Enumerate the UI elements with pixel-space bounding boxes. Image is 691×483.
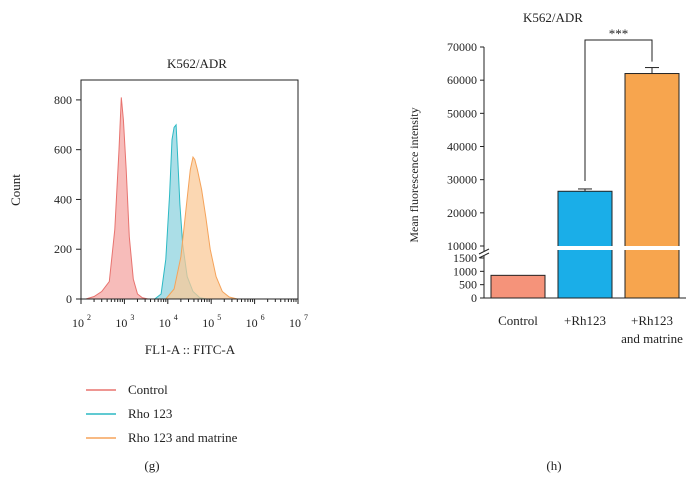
bar-y-tick-label: 60000 — [447, 73, 477, 87]
histogram-x-tick-label: 10 — [72, 316, 84, 330]
histogram-y-tick-label: 400 — [54, 192, 72, 206]
bar-series — [490, 67, 680, 299]
panel-label-h: (h) — [546, 458, 561, 473]
histogram-series-3 — [164, 155, 238, 300]
histogram-plot-frame — [80, 79, 299, 300]
histogram-x-ticks: 10 2 10 3 10 4 10 5 10 6 10 7 — [72, 299, 308, 330]
bar-y-tick-label: 70000 — [447, 40, 477, 54]
histogram-curves — [85, 97, 238, 300]
bar-y-ticks: 1000020000300004000050000600007000005001… — [447, 40, 484, 305]
significance-bracket: *** — [584, 26, 653, 181]
bar-chart-title: K562/ADR — [523, 10, 583, 25]
bar-y-tick-label: 1500 — [453, 251, 477, 265]
bar-y-tick-label: 30000 — [447, 173, 477, 187]
histogram-series-1 — [85, 97, 155, 300]
axis-break-mark-2 — [478, 252, 490, 259]
bar-x-labels: Control +Rh123 +Rh123 and matrine — [498, 313, 683, 346]
histogram-x-tick-label: 10 — [159, 316, 171, 330]
histogram-title: K562/ADR — [167, 56, 227, 71]
bar-2 — [557, 190, 613, 299]
histogram-x-tick-exponent: 3 — [130, 313, 134, 322]
bar-1 — [490, 274, 546, 299]
histogram-x-tick-exponent: 4 — [174, 313, 178, 322]
bar-category-label-3: +Rh123 — [631, 313, 673, 328]
bar-y-tick-label: 1000 — [453, 264, 477, 278]
histogram-x-tick-exponent: 6 — [261, 313, 265, 322]
bar-category-label-1: Control — [498, 313, 538, 328]
histogram-x-tick-exponent: 2 — [87, 313, 91, 322]
histogram-legend: Control Rho 123 Rho 123 and matrine — [86, 382, 238, 445]
histogram-y-tick-label: 0 — [66, 292, 72, 306]
histogram-x-label: FL1-A :: FITC-A — [145, 342, 236, 357]
bar-y-tick-label: 20000 — [447, 206, 477, 220]
legend-label-1: Control — [128, 382, 168, 397]
histogram-x-tick-exponent: 5 — [217, 313, 221, 322]
bar-y-tick-label: 500 — [459, 278, 477, 292]
histogram-x-tick-exponent: 7 — [304, 313, 308, 322]
bar-break-gap-3 — [624, 246, 680, 250]
significance-label: *** — [609, 26, 629, 41]
histogram-y-tick-label: 200 — [54, 242, 72, 256]
bar-category-label-2: +Rh123 — [564, 313, 606, 328]
bar-y-tick-label: 50000 — [447, 106, 477, 120]
histogram-x-tick-label: 10 — [246, 316, 258, 330]
bar-category-sublabel-3: and matrine — [621, 331, 683, 346]
histogram-x-tick-label: 10 — [289, 316, 301, 330]
histogram-y-ticks: 0 200 400 600 800 — [54, 93, 81, 306]
bar-break-gap-2 — [557, 246, 613, 250]
histogram-x-tick-label: 10 — [202, 316, 214, 330]
histogram-x-tick-label: 10 — [115, 316, 127, 330]
bar-y-tick-label: 40000 — [447, 140, 477, 154]
axis-break-mark-1 — [478, 248, 490, 255]
histogram-y-tick-label: 600 — [54, 143, 72, 157]
bar-panel: K562/ADR Mean fluorescence intensity 100… — [407, 10, 686, 473]
histogram-y-label: Count — [8, 174, 23, 206]
legend-label-2: Rho 123 — [128, 406, 172, 421]
legend-label-3: Rho 123 and matrine — [128, 430, 238, 445]
bar-3 — [624, 73, 680, 299]
significance-line — [584, 39, 653, 181]
bar-y-tick-label: 0 — [471, 291, 477, 305]
bar-y-label: Mean fluorescence intensity — [407, 107, 421, 242]
histogram-y-tick-label: 800 — [54, 93, 72, 107]
panel-label-g: (g) — [144, 458, 159, 473]
bar-y-tick-label: 10000 — [447, 239, 477, 253]
